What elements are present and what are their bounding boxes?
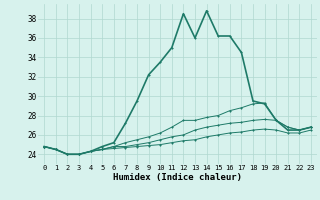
X-axis label: Humidex (Indice chaleur): Humidex (Indice chaleur) (113, 173, 242, 182)
